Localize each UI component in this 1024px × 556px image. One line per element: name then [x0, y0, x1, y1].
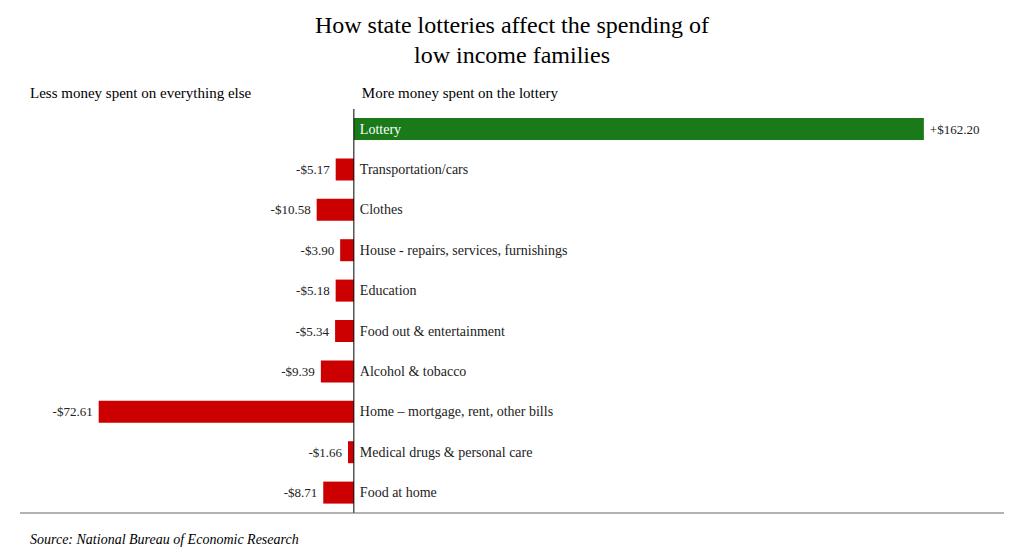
svg-text:-$5.34: -$5.34 — [295, 324, 329, 339]
html-text:Less money spent on everything: Less money spent on everything else — [30, 85, 252, 101]
svg-text:-$10.58: -$10.58 — [271, 202, 311, 217]
svg-text:-$9.39: -$9.39 — [281, 364, 315, 379]
svg-text:-$5.18: -$5.18 — [296, 283, 330, 298]
html-text:low income families: low income families — [414, 42, 610, 68]
svg-text:Food at home: Food at home — [360, 485, 437, 500]
svg-text:Lottery: Lottery — [360, 122, 401, 137]
svg-text:Transportation/cars: Transportation/cars — [360, 162, 468, 177]
svg-text:-$5.17: -$5.17 — [296, 162, 330, 177]
svg-text:-$8.71: -$8.71 — [284, 485, 318, 500]
svg-text:Alcohol & tobacco: Alcohol & tobacco — [360, 364, 467, 379]
svg-text:House - repairs, services, fur: House - repairs, services, furnishings — [360, 243, 568, 258]
html-text:More money spent on the lotter: More money spent on the lottery — [361, 85, 559, 101]
svg-text:+$162.20: +$162.20 — [930, 122, 980, 137]
svg-text:Medical drugs & personal care: Medical drugs & personal care — [360, 445, 533, 460]
html-text:Source: National Bureau of Eco: Source: National Bureau of Economic Rese… — [30, 532, 299, 547]
html-text:How state lotteries affect the: How state lotteries affect the spending … — [314, 12, 709, 38]
svg-text:Education: Education — [360, 283, 417, 298]
svg-text:Food out & entertainment: Food out & entertainment — [360, 324, 505, 339]
svg-text:-$3.90: -$3.90 — [301, 243, 335, 258]
svg-text:-$72.61: -$72.61 — [53, 404, 93, 419]
svg-text:Clothes: Clothes — [360, 202, 403, 217]
svg-text:Home – mortgage, rent, other b: Home – mortgage, rent, other bills — [360, 404, 553, 419]
svg-text:-$1.66: -$1.66 — [308, 445, 342, 460]
